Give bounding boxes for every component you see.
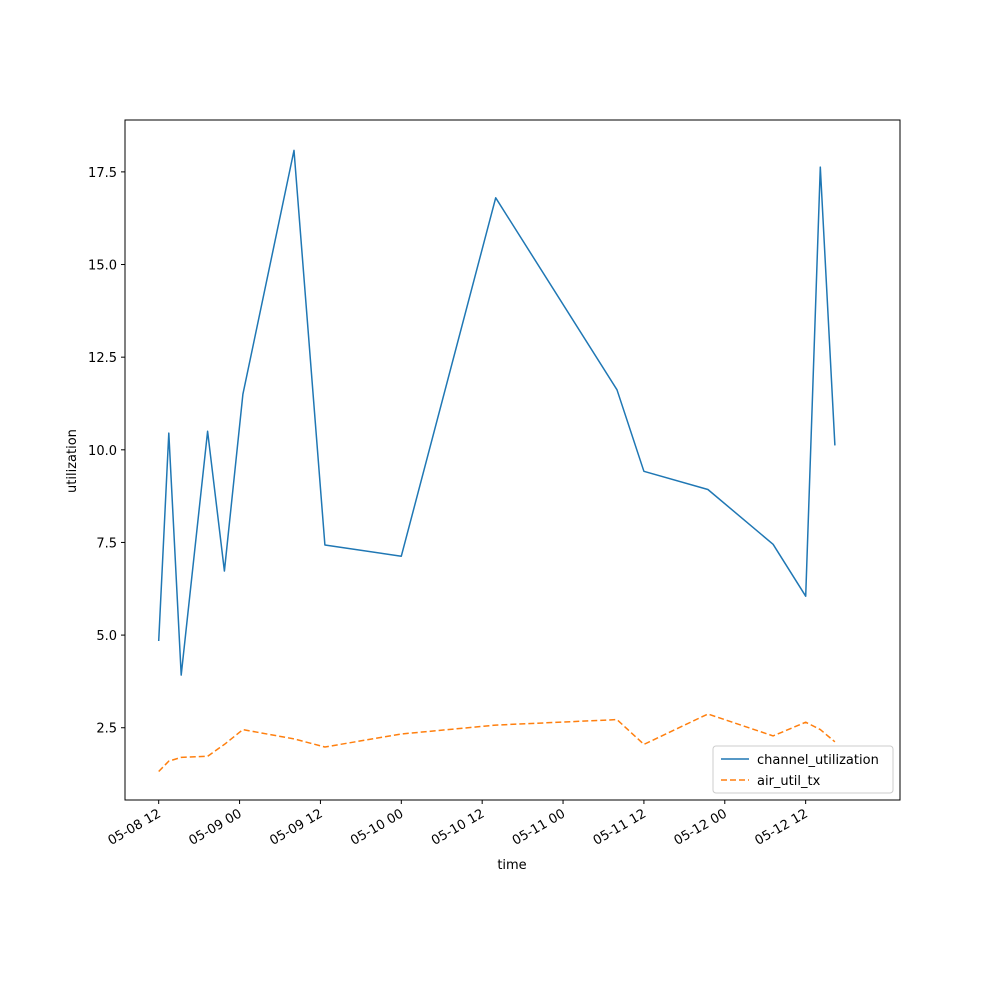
y-axis-label: utilization [65, 429, 80, 493]
legend-label-channel-utilization: channel_utilization [757, 753, 879, 768]
legend-box [712, 745, 894, 794]
y-tick-label: 15.0 [88, 259, 117, 274]
plot-frame [124, 119, 901, 801]
x-axis-label: time [497, 858, 526, 873]
y-tick-label: 5.0 [96, 629, 117, 644]
legend-label-air-util-tx: air_util_tx [757, 774, 821, 789]
series-layer [157, 149, 836, 773]
y-tick-label: 10.0 [88, 444, 117, 459]
y-tick-label: 12.5 [88, 351, 117, 366]
y-tick-label: 7.5 [96, 536, 117, 551]
series-line-air-util-tx [158, 713, 836, 773]
series-line-channel-utilization [157, 149, 836, 676]
y-tick-label: 2.5 [96, 722, 117, 737]
legend: channel_utilization air_util_tx [712, 745, 894, 794]
y-tick-label: 17.5 [88, 166, 117, 181]
y-axis: 2.5 5.0 7.5 10.0 12.5 15.0 17.5 [88, 166, 125, 737]
